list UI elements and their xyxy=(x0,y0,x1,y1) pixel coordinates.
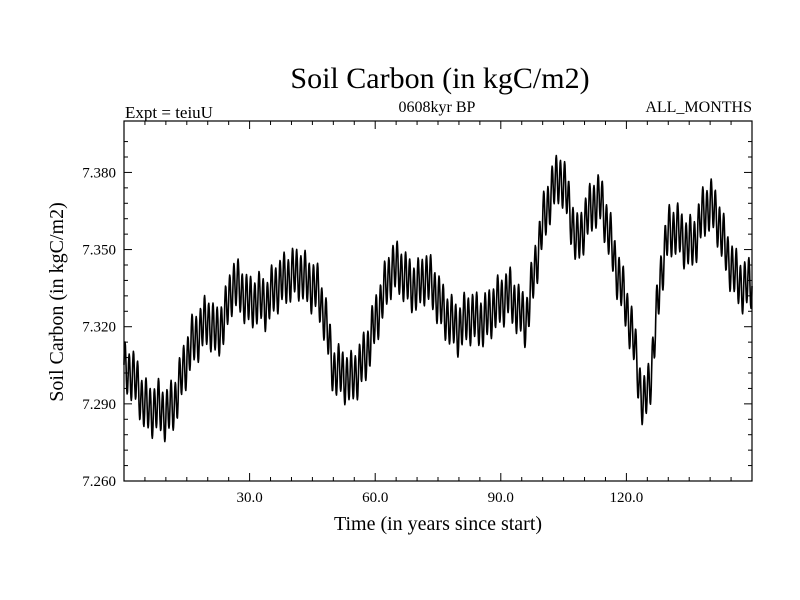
experiment-label: Expt = teiuU xyxy=(125,103,213,122)
x-tick-label: 30.0 xyxy=(236,490,262,506)
y-tick-label: 7.320 xyxy=(82,320,116,336)
months-label: ALL_MONTHS xyxy=(645,99,752,116)
y-tick-label: 7.290 xyxy=(82,397,116,413)
series-line-soil-carbon xyxy=(123,154,753,443)
y-axis-label: Soil Carbon (in kgC/m2) xyxy=(46,202,68,401)
tick-labels: 30.0 60.0 90.0 120.0 7.260 7.290 7.320 7.350 7.3… xyxy=(82,165,643,506)
plot-frame xyxy=(123,120,753,482)
y-tick-label: 7.380 xyxy=(82,165,116,181)
x-tick-label: 90.0 xyxy=(488,490,514,506)
chart-subtitle: 0608kyr BP xyxy=(399,99,476,116)
chart-title: Soil Carbon (in kgC/m2) xyxy=(290,62,589,95)
x-tick-label: 120.0 xyxy=(610,490,644,506)
x-axis-label: Time (in years since start) xyxy=(334,513,542,535)
y-tick-label: 7.350 xyxy=(82,243,116,259)
x-tick-label: 60.0 xyxy=(362,490,388,506)
y-tick-label: 7.260 xyxy=(82,474,116,490)
